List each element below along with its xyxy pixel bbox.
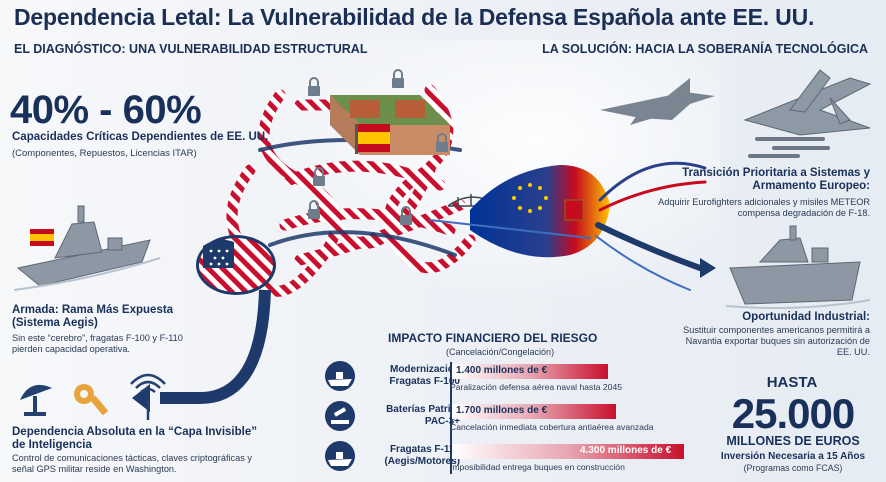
impact-row-bar xyxy=(452,364,609,379)
transition-text: Adquirir Eurofighters adicionales y misi… xyxy=(658,197,870,218)
impact-divider xyxy=(450,362,452,474)
impact-row-amount: 1.400 millones de € xyxy=(456,365,548,376)
intel-text: Control de comunicaciones tácticas, clav… xyxy=(12,453,253,474)
spain-coat-of-arms-icon xyxy=(564,199,584,221)
padlock-icons xyxy=(308,69,448,225)
eu-spain-swirl xyxy=(470,165,610,258)
row-icon-frigate-1 xyxy=(325,361,355,391)
investment-note: (Programas como FCAS) xyxy=(743,463,843,473)
signal-antenna-icon xyxy=(130,373,166,420)
investment-prefix: HASTA xyxy=(766,374,818,391)
impact-title: IMPACTO FINANCIERO DEL RIESGO xyxy=(388,331,598,345)
dependency-percentage: 40% - 60% xyxy=(10,88,202,132)
dependency-note: (Componentes, Repuestos, Licencias ITAR) xyxy=(12,148,197,159)
impact-row-bar xyxy=(452,444,684,459)
investment-amount: 25.000 xyxy=(731,390,855,437)
impact-row: Baterías Patriot PAC-3+ 1.700 millones d… xyxy=(322,400,692,438)
opportunity-text: Sustituir componentes americanos permiti… xyxy=(683,325,870,357)
armada-text: Sin este “cerebro”, fragatas F-100 y F-1… xyxy=(12,333,183,354)
eu-stars-icon xyxy=(512,183,548,213)
dependency-label: Capacidades Críticas Dependientes de EE.… xyxy=(12,131,269,143)
intel-title: Dependencia Absoluta en la “Capa Invisib… xyxy=(12,426,257,451)
impact-row: Modernización Fragatas F-100 1.400 millo… xyxy=(322,360,692,398)
page-title: Dependencia Letal: La Vulnerabilidad de … xyxy=(14,4,815,30)
diagnosis-heading: EL DIAGNÓSTICO: UNA VULNERABILIDAD ESTRU… xyxy=(14,42,368,56)
impact-row-label: Baterías Patriot PAC-3+ xyxy=(386,404,460,427)
meteor-missile-icon xyxy=(748,137,830,158)
impact-subtitle: (Cancelación/Congelación) xyxy=(446,347,555,357)
arrow-head-intel xyxy=(132,384,150,412)
fighter-jet-silhouette-icon xyxy=(600,78,715,125)
impact-row-bar xyxy=(452,404,617,419)
strands-to-right xyxy=(429,161,707,291)
key-icon xyxy=(74,384,109,416)
transition-title: Transición Prioritaria a Sistemas y Arma… xyxy=(682,167,870,192)
water-wake xyxy=(725,299,871,309)
eurofighter-icon xyxy=(743,69,872,136)
impact-row-amount: 4.300 millones de € xyxy=(580,445,672,456)
frigate-aegis-icon xyxy=(16,205,151,287)
impact-row-description: Paralización defensa aérea naval hasta 2… xyxy=(450,382,622,392)
impact-row-amount: 1.700 millones de € xyxy=(456,405,548,416)
arrow-to-intel xyxy=(160,289,271,404)
impact-row-label: Fragatas F-110 (Aegis/Motores) xyxy=(384,444,460,467)
impact-row-description: Cancelación inmediata cobertura antiaére… xyxy=(450,422,654,432)
spain-flag-icon xyxy=(30,229,54,246)
water-wake-left xyxy=(13,257,161,291)
row-icon-missile-battery xyxy=(325,401,355,431)
impact-row-label: Modernización Fragatas F-100 xyxy=(389,364,460,387)
investment-label: Inversión Necesaria a 15 Años xyxy=(720,451,866,462)
opportunity-title: Oportunidad Industrial: xyxy=(742,311,870,323)
us-flag-brain-icon xyxy=(196,235,276,295)
frigate-navantia-icon xyxy=(729,225,861,305)
row-icon-frigate-2 xyxy=(325,441,355,471)
armada-title: Armada: Rama Más Expuesta (Sistema Aegis… xyxy=(12,304,174,329)
spain-flag-fortress xyxy=(355,124,390,154)
solution-heading: LA SOLUCIÓN: HACIA LA SOBERANÍA TECNOLÓG… xyxy=(542,42,868,56)
arrow-head-right xyxy=(700,258,716,278)
background-glow xyxy=(260,40,720,320)
investment-unit: MILLONES DE EUROS xyxy=(726,434,860,448)
impact-row-description: Imposibilidad entrega buques en construc… xyxy=(450,462,625,472)
impact-row: Fragatas F-110 (Aegis/Motores) 4.300 mil… xyxy=(322,440,692,478)
satellite-dish-icon xyxy=(20,384,52,416)
